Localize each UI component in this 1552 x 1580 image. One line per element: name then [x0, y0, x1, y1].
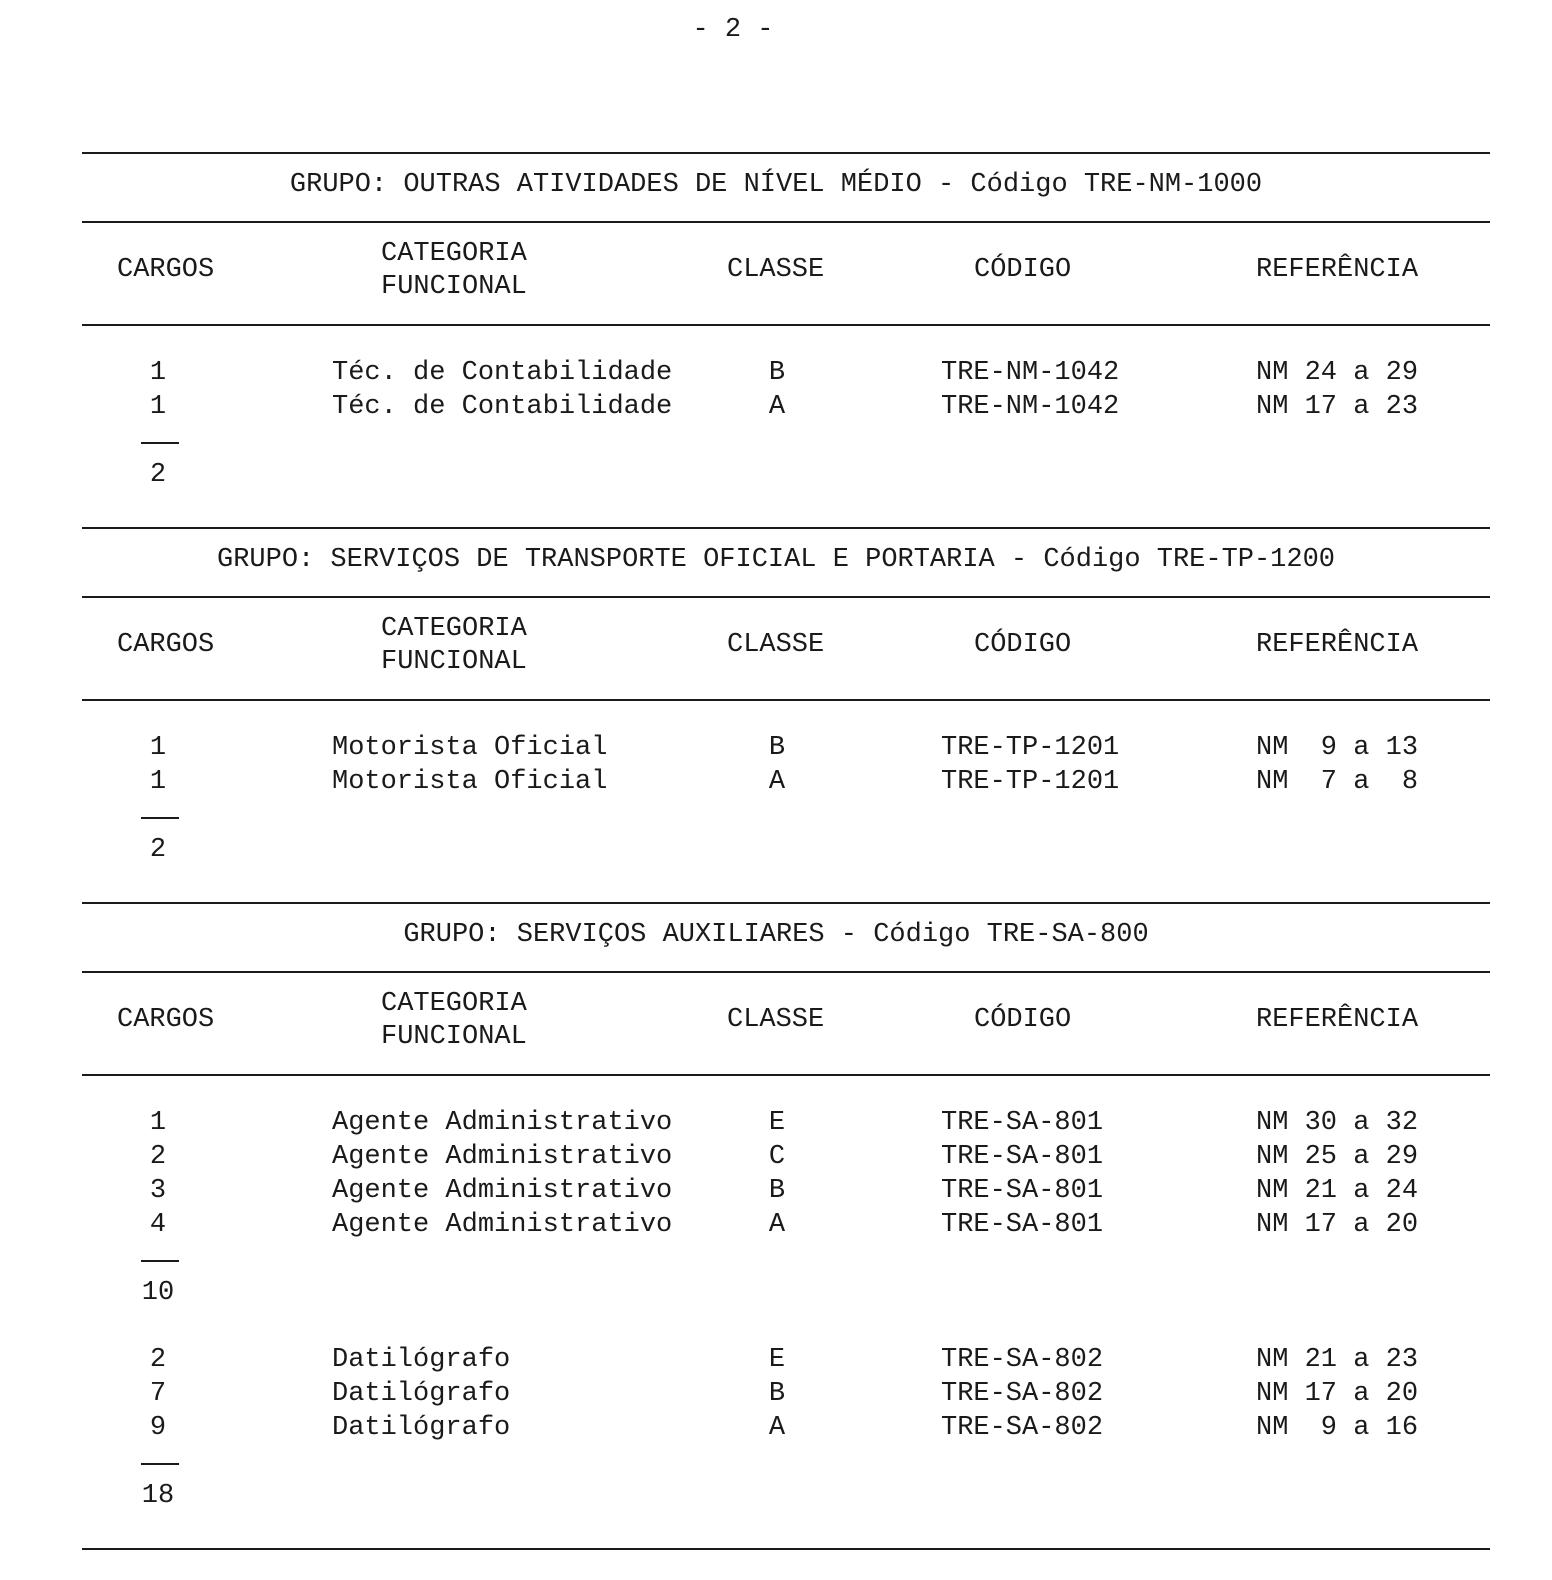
- cell-classe: B: [768, 733, 786, 763]
- header-categoria: CATEGORIA: [381, 614, 527, 644]
- header-codigo: CÓDIGO: [974, 630, 1072, 660]
- cell-codigo: TRE-SA-802: [941, 1379, 1104, 1409]
- cell-categoria: Motorista Oficial: [332, 733, 608, 763]
- header-cargos: CARGOS: [117, 255, 215, 285]
- cell-codigo: TRE-SA-801: [941, 1108, 1104, 1138]
- cell-codigo: TRE-SA-801: [941, 1142, 1104, 1172]
- header-classe: CLASSE: [727, 630, 825, 660]
- cell-referencia: NM 17 a 20: [1256, 1379, 1419, 1409]
- header-classe: CLASSE: [727, 255, 825, 285]
- group-top-rule: [82, 152, 1490, 154]
- cell-categoria: Agente Administrativo: [332, 1176, 673, 1206]
- subtotal: 18: [141, 1481, 175, 1511]
- cell-cargos: 4: [149, 1210, 167, 1240]
- header-categoria: CATEGORIA: [381, 239, 527, 269]
- cell-cargos: 1: [149, 733, 167, 763]
- header-categoria: CATEGORIA: [381, 989, 527, 1019]
- group-top-rule: [82, 902, 1490, 904]
- header-referencia: REFERÊNCIA: [1256, 1005, 1419, 1035]
- subtotal-rule: [141, 817, 179, 819]
- header-classe: CLASSE: [727, 1005, 825, 1035]
- cell-classe: E: [768, 1345, 786, 1375]
- cell-categoria: Motorista Oficial: [332, 767, 608, 797]
- cell-classe: A: [768, 392, 786, 422]
- cell-cargos: 2: [149, 1345, 167, 1375]
- cell-referencia: NM 21 a 24: [1256, 1176, 1419, 1206]
- cell-classe: B: [768, 358, 786, 388]
- cell-categoria: Datilógrafo: [332, 1345, 511, 1375]
- cell-codigo: TRE-SA-801: [941, 1176, 1104, 1206]
- cell-codigo: TRE-NM-1042: [941, 392, 1120, 422]
- cell-referencia: NM 25 a 29: [1256, 1142, 1419, 1172]
- cell-referencia: NM 30 a 32: [1256, 1108, 1419, 1138]
- header-codigo: CÓDIGO: [974, 255, 1072, 285]
- header-cargos: CARGOS: [117, 1005, 215, 1035]
- cell-classe: C: [768, 1142, 786, 1172]
- subtotal-rule: [141, 1463, 179, 1465]
- subtotal: 2: [149, 835, 167, 865]
- cell-cargos: 1: [149, 1108, 167, 1138]
- cell-classe: B: [768, 1176, 786, 1206]
- cell-codigo: TRE-TP-1201: [941, 767, 1120, 797]
- cell-categoria: Datilógrafo: [332, 1413, 511, 1443]
- cell-categoria: Téc. de Contabilidade: [332, 392, 673, 422]
- subtotal: 10: [141, 1278, 175, 1308]
- cell-referencia: NM 24 a 29: [1256, 358, 1419, 388]
- cell-categoria: Agente Administrativo: [332, 1142, 673, 1172]
- cell-cargos: 7: [149, 1379, 167, 1409]
- cell-classe: A: [768, 1413, 786, 1443]
- cell-codigo: TRE-SA-802: [941, 1345, 1104, 1375]
- header-referencia: REFERÊNCIA: [1256, 630, 1419, 660]
- cell-referencia: NM 9 a 13: [1256, 733, 1419, 763]
- table-bottom-rule: [82, 1548, 1490, 1550]
- cell-referencia: NM 17 a 20: [1256, 1210, 1419, 1240]
- page-number: - 2 -: [692, 15, 774, 45]
- header-funcional: FUNCIONAL: [381, 1022, 527, 1052]
- group-top-rule: [82, 527, 1490, 529]
- cell-referencia: NM 17 a 23: [1256, 392, 1419, 422]
- cell-codigo: TRE-NM-1042: [941, 358, 1120, 388]
- cell-classe: A: [768, 1210, 786, 1240]
- header-cargos: CARGOS: [117, 630, 215, 660]
- cell-cargos: 2: [149, 1142, 167, 1172]
- cell-categoria: Agente Administrativo: [332, 1210, 673, 1240]
- group-title: GRUPO: SERVIÇOS AUXILIARES - Código TRE-…: [403, 920, 1149, 950]
- cell-classe: A: [768, 767, 786, 797]
- group-title: GRUPO: SERVIÇOS DE TRANSPORTE OFICIAL E …: [217, 545, 1335, 575]
- subtotal-rule: [141, 1260, 179, 1262]
- group-title: GRUPO: OUTRAS ATIVIDADES DE NÍVEL MÉDIO …: [289, 170, 1263, 200]
- cell-codigo: TRE-SA-801: [941, 1210, 1104, 1240]
- header-top-rule: [82, 221, 1490, 223]
- cell-cargos: 3: [149, 1176, 167, 1206]
- subtotal-rule: [141, 442, 179, 444]
- cell-cargos: 9: [149, 1413, 167, 1443]
- cell-categoria: Téc. de Contabilidade: [332, 358, 673, 388]
- header-top-rule: [82, 596, 1490, 598]
- header-codigo: CÓDIGO: [974, 1005, 1072, 1035]
- cell-classe: E: [768, 1108, 786, 1138]
- header-bottom-rule: [82, 1074, 1490, 1076]
- cell-cargos: 1: [149, 358, 167, 388]
- header-top-rule: [82, 971, 1490, 973]
- header-referencia: REFERÊNCIA: [1256, 255, 1419, 285]
- cell-referencia: NM 21 a 23: [1256, 1345, 1419, 1375]
- cell-referencia: NM 9 a 16: [1256, 1413, 1419, 1443]
- header-funcional: FUNCIONAL: [381, 647, 527, 677]
- header-funcional: FUNCIONAL: [381, 272, 527, 302]
- subtotal: 2: [149, 460, 167, 490]
- cell-codigo: TRE-TP-1201: [941, 733, 1120, 763]
- cell-cargos: 1: [149, 392, 167, 422]
- header-bottom-rule: [82, 324, 1490, 326]
- cell-categoria: Datilógrafo: [332, 1379, 511, 1409]
- cell-classe: B: [768, 1379, 786, 1409]
- cell-referencia: NM 7 a 8: [1256, 767, 1419, 797]
- header-bottom-rule: [82, 699, 1490, 701]
- cell-categoria: Agente Administrativo: [332, 1108, 673, 1138]
- cell-cargos: 1: [149, 767, 167, 797]
- cell-codigo: TRE-SA-802: [941, 1413, 1104, 1443]
